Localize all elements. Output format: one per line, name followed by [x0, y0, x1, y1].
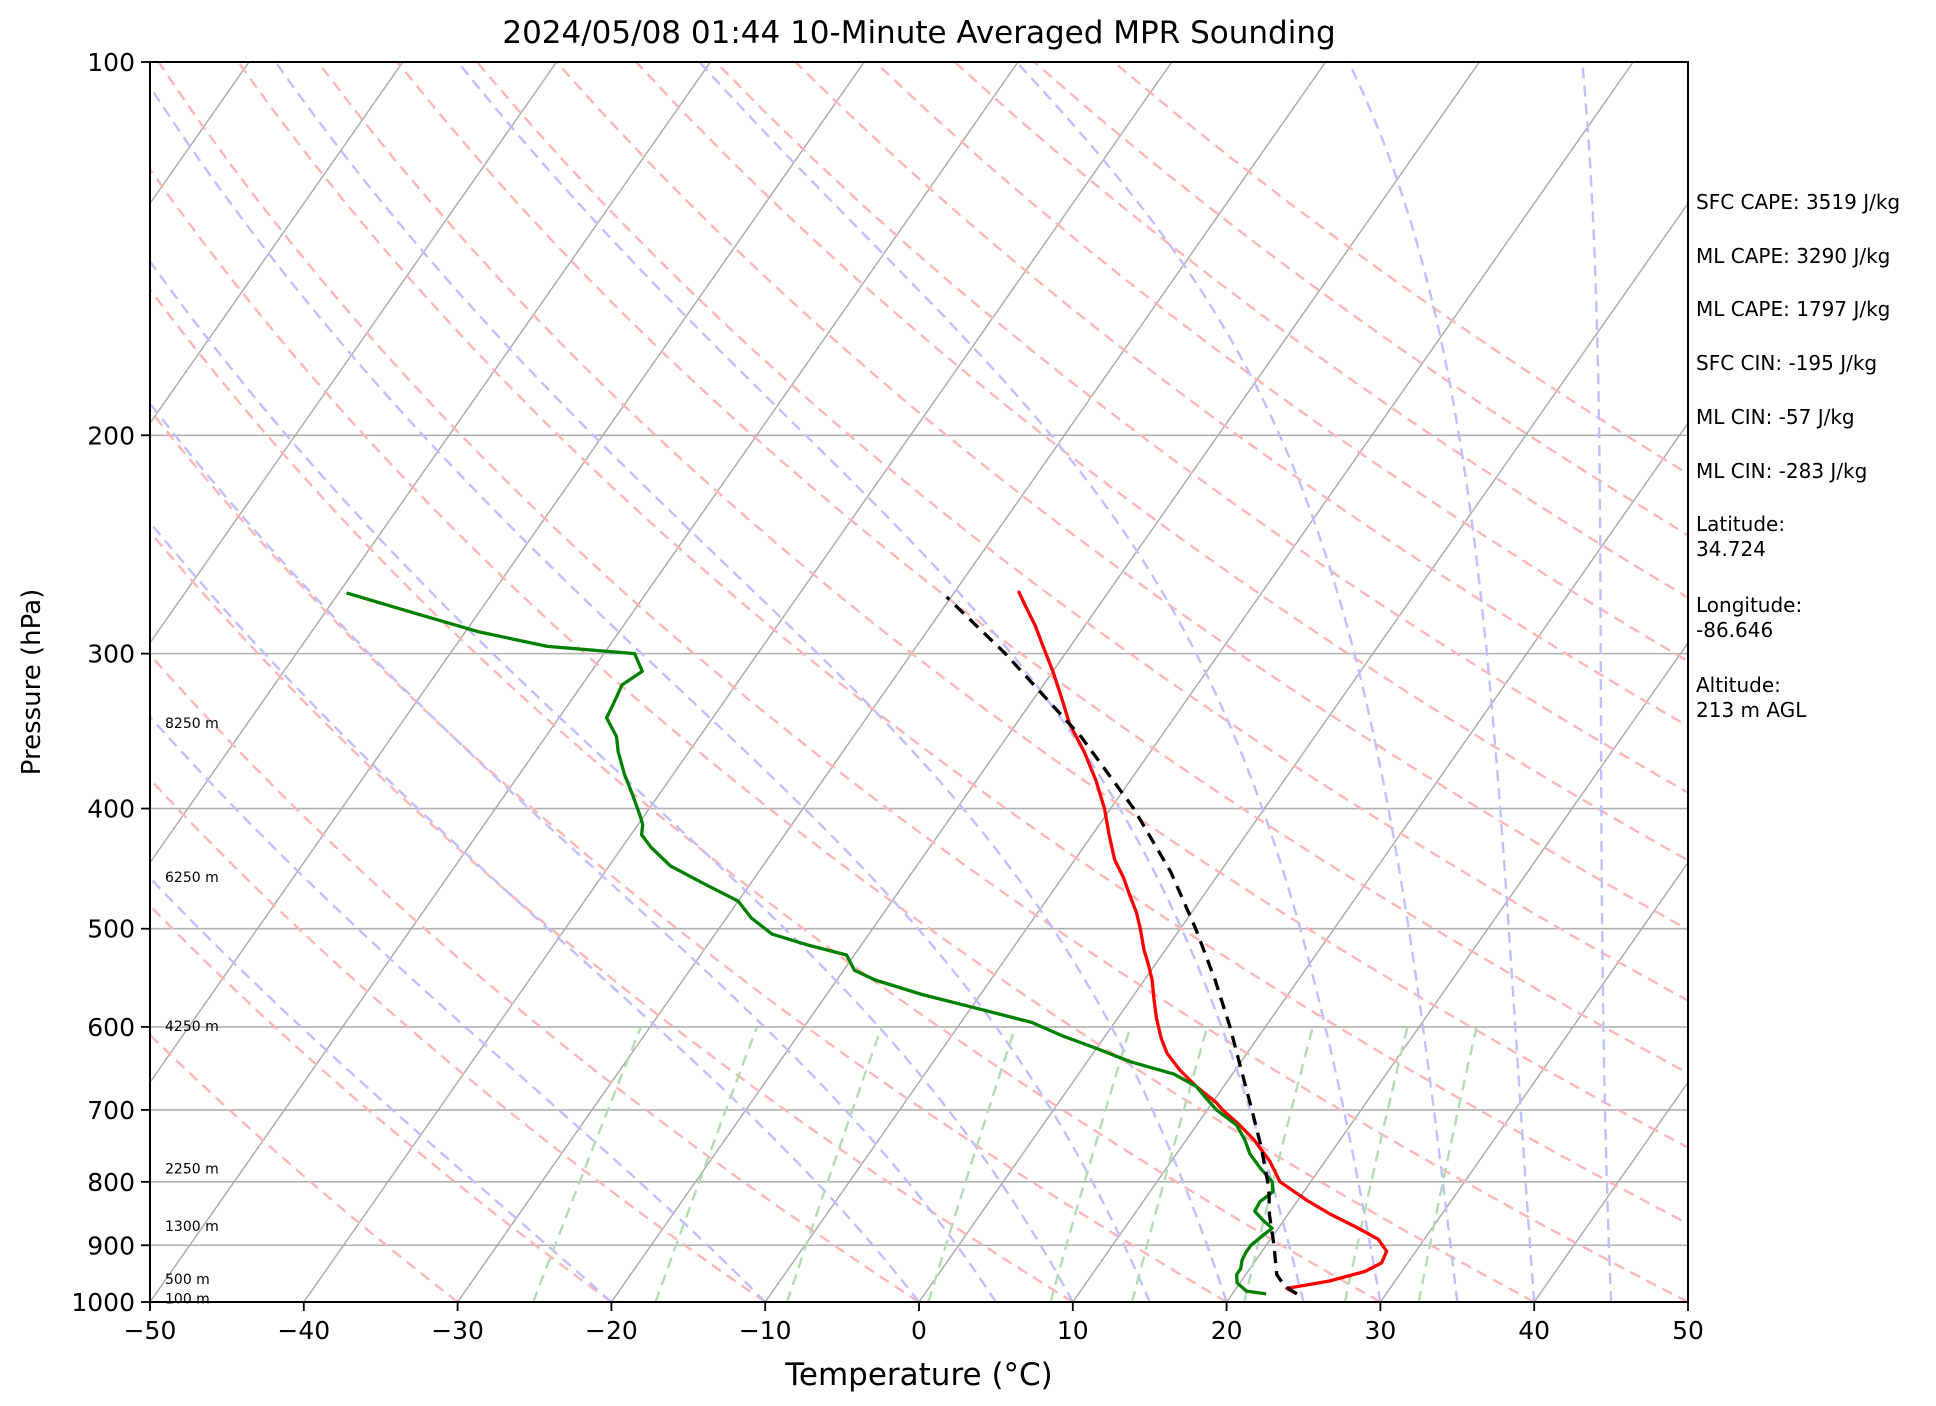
height-label: 4250 m	[165, 1019, 219, 1035]
stat-text: ML CAPE: 3290 J/kg	[1696, 244, 1891, 268]
y-tick-label: 400	[87, 795, 135, 824]
dry-adiabat-line	[794, 62, 1688, 728]
temperature-profile	[1016, 590, 1389, 1296]
moist-adiabat-line	[698, 62, 1382, 1302]
sounding-stats-panel: SFC CAPE: 3519 J/kg ML CAPE: 3290 J/kg ML …	[1696, 0, 1926, 1406]
stat-text: Altitude: 213 m AGL	[1696, 673, 1807, 722]
sounding-profiles	[346, 590, 1389, 1296]
isotherm-line	[1226, 641, 1688, 1302]
isotherm-line	[150, 62, 404, 425]
mixing-ratio-line	[785, 1026, 883, 1302]
stat-text: SFC CIN: -195 J/kg	[1696, 351, 1878, 375]
dry-adiabat-line	[555, 62, 1688, 932]
y-tick-label: 700	[87, 1096, 135, 1125]
dry-adiabat-line	[237, 62, 1688, 1226]
x-tick-label: 20	[1211, 1316, 1243, 1345]
isotherm-line	[303, 62, 1173, 1302]
stat-text: Latitude: 34.724	[1696, 512, 1786, 561]
moist-adiabat-line	[274, 62, 1228, 1302]
mixing-ratio-line	[927, 1026, 1017, 1302]
x-axis-label: Temperature (°C)	[784, 1357, 1053, 1393]
x-tick-label: 30	[1364, 1316, 1396, 1345]
mixing-ratio-line	[1417, 1026, 1478, 1302]
height-label: 100 m	[165, 1291, 210, 1307]
dry-adiabat-line	[150, 777, 766, 1302]
dewpoint-profile	[346, 591, 1275, 1296]
y-tick-label: 500	[87, 915, 135, 944]
height-labels: 8250 m 6250 m 4250 m 2250 m 1300 m 500 m 100 m	[165, 716, 219, 1307]
isotherm-line	[150, 62, 711, 864]
height-label: 8250 m	[165, 716, 219, 732]
x-tick-label: −30	[431, 1316, 484, 1345]
isotherm-line	[918, 202, 1688, 1302]
dry-adiabat-line	[157, 62, 1688, 1302]
isotherm-line	[150, 62, 558, 645]
x-tick-label: 10	[1057, 1316, 1089, 1345]
y-tick-label: 800	[87, 1168, 135, 1197]
mixing-ratio-line	[1343, 1026, 1409, 1302]
y-tick-label: 300	[87, 640, 135, 669]
dry-adiabat-line	[150, 167, 1535, 1302]
moist-adiabat-line	[1347, 62, 1536, 1302]
isotherm-line	[1379, 861, 1688, 1302]
height-label: 500 m	[165, 1272, 210, 1288]
moist-adiabat-line	[456, 62, 1305, 1302]
isotherm-line	[1533, 1081, 1688, 1302]
stat-text: SFC CAPE: 3519 J/kg	[1696, 190, 1901, 214]
dry-adiabat-line	[714, 62, 1688, 794]
stat-text: ML CIN: -57 J/kg	[1696, 405, 1855, 429]
chart-title: 2024/05/08 01:44 10-Minute Averaged MPR …	[502, 15, 1335, 51]
isotherm-line	[764, 62, 1634, 1302]
mixing-ratio-line	[1049, 1026, 1132, 1302]
moist-adiabat-line	[150, 259, 1074, 1302]
dry-adiabat-line	[396, 62, 1688, 1075]
y-tick-label: 600	[87, 1013, 135, 1042]
stat-text: ML CAPE: 1797 J/kg	[1696, 297, 1891, 321]
y-axis-ticks: 100 200 300 400 500 600 700 800 900 1000	[71, 48, 150, 1317]
x-tick-label: 40	[1518, 1316, 1550, 1345]
dry-adiabat-line	[475, 62, 1688, 1002]
moist-adiabat-line	[150, 715, 767, 1302]
dry-adiabat-line	[316, 62, 1688, 1149]
height-label: 1300 m	[165, 1219, 219, 1235]
isotherm-line	[610, 62, 1480, 1302]
dry-adiabat-line	[150, 904, 613, 1302]
isotherm-line	[457, 62, 1327, 1302]
mixing-ratio-line	[1243, 1026, 1314, 1302]
y-tick-label: 1000	[71, 1288, 135, 1317]
moist-adiabat-line	[1015, 62, 1459, 1302]
isotherm-line	[150, 62, 865, 1084]
moist-adiabat-line	[150, 520, 920, 1302]
dry-adiabat-line	[150, 529, 1074, 1302]
x-tick-label: 50	[1672, 1316, 1704, 1345]
dry-adiabat-line	[150, 408, 1228, 1302]
y-axis-label: Pressure (hPa)	[17, 589, 47, 776]
height-label: 2250 m	[165, 1162, 219, 1178]
x-tick-label: −50	[124, 1316, 177, 1345]
dry-adiabat-line	[150, 652, 920, 1302]
stat-text: Longitude: -86.646	[1696, 593, 1803, 642]
moist-adiabat-line	[150, 876, 613, 1302]
moist-adiabat-line	[150, 84, 1151, 1302]
isotherm-line	[150, 62, 1019, 1302]
y-tick-label: 100	[87, 48, 135, 77]
y-tick-label: 900	[87, 1231, 135, 1260]
isotherm-line	[1072, 421, 1688, 1302]
mixing-ratio-line	[654, 1026, 759, 1302]
moist-adiabat-line	[1581, 62, 1613, 1302]
x-tick-label: −40	[277, 1316, 330, 1345]
height-label: 6250 m	[165, 870, 219, 886]
mixing-ratio-line	[532, 1026, 643, 1302]
y-tick-label: 200	[87, 421, 135, 450]
stat-text: ML CIN: -283 J/kg	[1696, 459, 1868, 483]
dry-adiabat-line	[874, 62, 1688, 663]
x-axis-ticks: −50 −40 −30 −20 −10 0 10 20 30 40 50	[124, 1302, 1704, 1345]
x-tick-label: −20	[585, 1316, 638, 1345]
x-tick-label: −10	[739, 1316, 792, 1345]
x-tick-label: 0	[911, 1316, 927, 1345]
